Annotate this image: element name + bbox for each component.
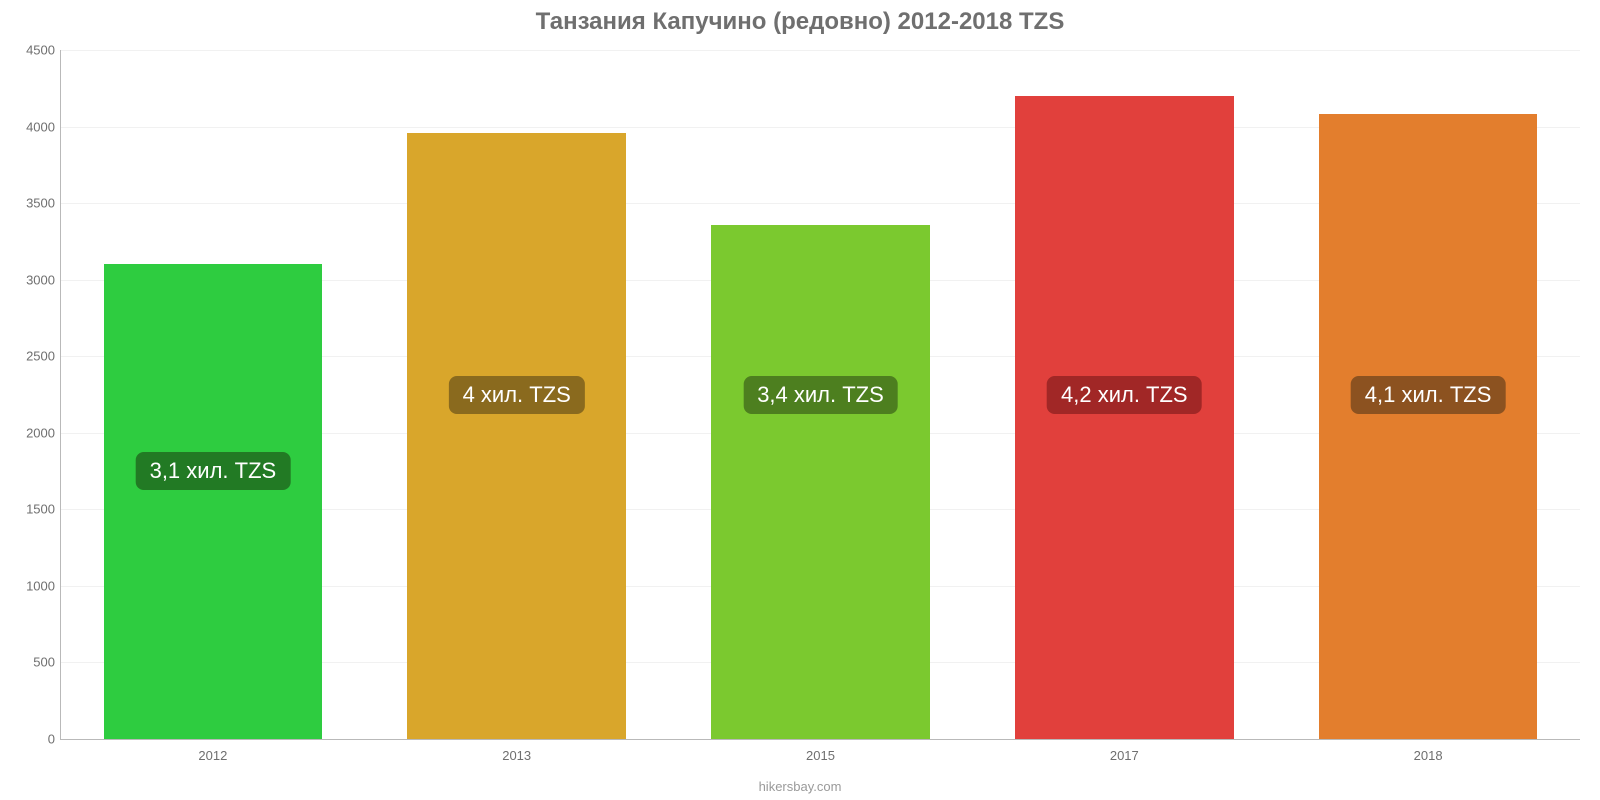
y-tick-label: 3000	[11, 272, 55, 287]
gridline	[61, 50, 1580, 51]
x-tick-label: 2017	[1110, 748, 1139, 763]
bar-value-label: 4,2 хил. TZS	[1047, 376, 1202, 414]
x-tick-label: 2018	[1414, 748, 1443, 763]
y-tick-label: 0	[11, 732, 55, 747]
y-tick-label: 2500	[11, 349, 55, 364]
source-label: hikersbay.com	[0, 779, 1600, 794]
bar-value-label: 3,1 хил. TZS	[136, 452, 291, 490]
chart-title: Танзания Капучино (редовно) 2012-2018 TZ…	[0, 8, 1600, 36]
x-tick-label: 2015	[806, 748, 835, 763]
y-tick-label: 4000	[11, 119, 55, 134]
y-tick-label: 2000	[11, 425, 55, 440]
bar	[711, 225, 930, 739]
bar	[407, 133, 626, 739]
x-tick-label: 2012	[198, 748, 227, 763]
bar-value-label: 4 хил. TZS	[449, 376, 585, 414]
bar-value-label: 4,1 хил. TZS	[1351, 376, 1506, 414]
y-tick-label: 4500	[11, 43, 55, 58]
bar	[1319, 114, 1538, 739]
plot-area: 0500100015002000250030003500400045002012…	[60, 50, 1580, 740]
y-tick-label: 500	[11, 655, 55, 670]
y-tick-label: 3500	[11, 196, 55, 211]
bar-value-label: 3,4 хил. TZS	[743, 376, 898, 414]
bar	[1015, 96, 1234, 739]
y-tick-label: 1500	[11, 502, 55, 517]
x-tick-label: 2013	[502, 748, 531, 763]
bar	[104, 264, 323, 739]
y-tick-label: 1000	[11, 578, 55, 593]
chart-container: Танзания Капучино (редовно) 2012-2018 TZ…	[0, 0, 1600, 800]
